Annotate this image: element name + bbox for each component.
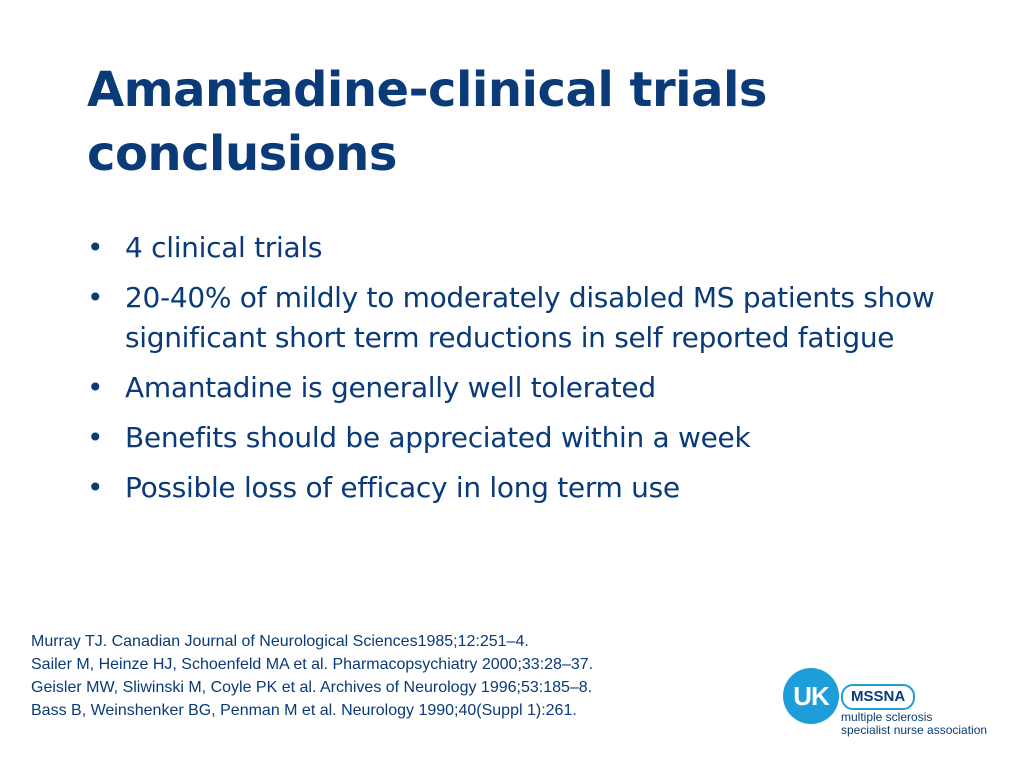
bullet-dot-icon: • [87, 421, 104, 454]
logo-circle: UK [783, 668, 839, 724]
bullet-text: Possible loss of efficacy in long term u… [125, 471, 680, 504]
bullet-item: • 20-40% of mildly to moderately disable… [87, 278, 947, 358]
bullet-dot-icon: • [87, 281, 104, 314]
bullet-dot-icon: • [87, 471, 104, 504]
bullet-text: Benefits should be appreciated within a … [125, 421, 751, 454]
logo-tagline-2: specialist nurse association [841, 723, 988, 737]
logo-tagline-1: multiple sclerosis [841, 710, 933, 724]
reference-line: Murray TJ. Canadian Journal of Neurologi… [31, 633, 529, 650]
bullet-item: • Possible loss of efficacy in long term… [87, 468, 947, 508]
reference-line: Bass B, Weinshenker BG, Penman M et al. … [31, 702, 577, 719]
bullet-dot-icon: • [87, 371, 104, 404]
bullet-text: 4 clinical trials [125, 231, 323, 264]
bullet-item: • Benefits should be appreciated within … [87, 418, 947, 458]
reference-line: Geisler MW, Sliwinski M, Coyle PK et al.… [31, 679, 593, 696]
logo-badge: MSSNA [841, 684, 916, 710]
bullet-text: Amantadine is generally well tolerated [125, 371, 656, 404]
slide-title-line-2: conclusions [87, 126, 397, 182]
bullet-item: • Amantadine is generally well tolerated [87, 368, 947, 408]
uk-mssna-logo: UK MSSNA multiple sclerosis specialist n… [783, 668, 993, 740]
bullet-item: • 4 clinical trials [87, 228, 947, 268]
bullet-list: • 4 clinical trials • 20-40% of mildly t… [87, 228, 947, 518]
bullet-text: 20-40% of mildly to moderately disabled … [125, 281, 935, 354]
bullet-dot-icon: • [87, 231, 104, 264]
references: Murray TJ. Canadian Journal of Neurologi… [31, 630, 761, 722]
slide-title: Amantadine-clinical trials conclusions [87, 58, 967, 186]
reference-line: Sailer M, Heinze HJ, Schoenfeld MA et al… [31, 656, 594, 673]
slide-title-line-1: Amantadine-clinical trials [87, 62, 768, 118]
